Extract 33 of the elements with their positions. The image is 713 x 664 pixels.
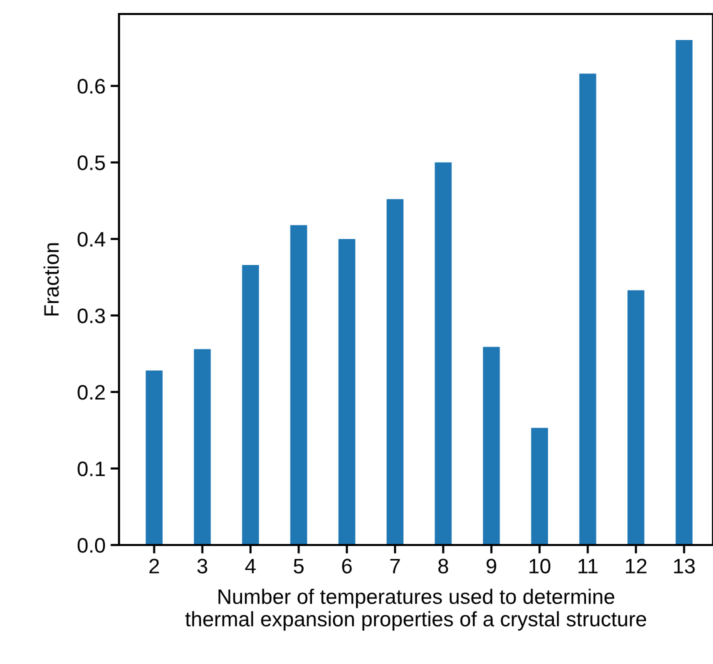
x-tick-label: 11: [578, 558, 598, 574]
bar: [482, 346, 500, 545]
bar: [146, 370, 163, 545]
x-tick-label: 5: [294, 558, 304, 574]
bar: [627, 290, 644, 545]
bar: [194, 349, 211, 545]
y-tick-label: 0.1: [78, 461, 105, 476]
bar: [531, 428, 548, 545]
y-tick-label: 0.3: [78, 308, 105, 324]
y-tick-label: 0.4: [78, 232, 106, 247]
y-axis-title: Fraction: [44, 243, 59, 316]
x-tick-label: 10: [530, 558, 550, 574]
bar: [434, 162, 452, 545]
x-tick-label: 3: [197, 558, 208, 574]
x-tick-label: 4: [245, 558, 256, 574]
bar: [242, 264, 259, 545]
x-tick-label: 2: [149, 558, 159, 574]
y-tick-label: 0.5: [78, 155, 105, 170]
x-tick-label: 7: [390, 558, 400, 574]
x-tick-label: 9: [486, 558, 496, 574]
x-axis-title: Number of temperatures used to determine thermal expansion properties of a crystal structure: [185, 588, 646, 631]
bar: [579, 74, 596, 545]
bar: [676, 40, 693, 545]
bar: [290, 225, 308, 545]
x-tick-label: 13: [674, 558, 695, 574]
y-tick-label: 0.0: [78, 538, 105, 553]
x-tick-label: 8: [438, 558, 448, 574]
bar: [338, 238, 356, 545]
y-tick-label: 0.6: [78, 78, 105, 94]
x-tick-label: 12: [626, 558, 646, 574]
y-tick-label: 0.2: [78, 384, 105, 400]
bar: [386, 199, 404, 545]
x-tick-label: 6: [342, 558, 352, 574]
